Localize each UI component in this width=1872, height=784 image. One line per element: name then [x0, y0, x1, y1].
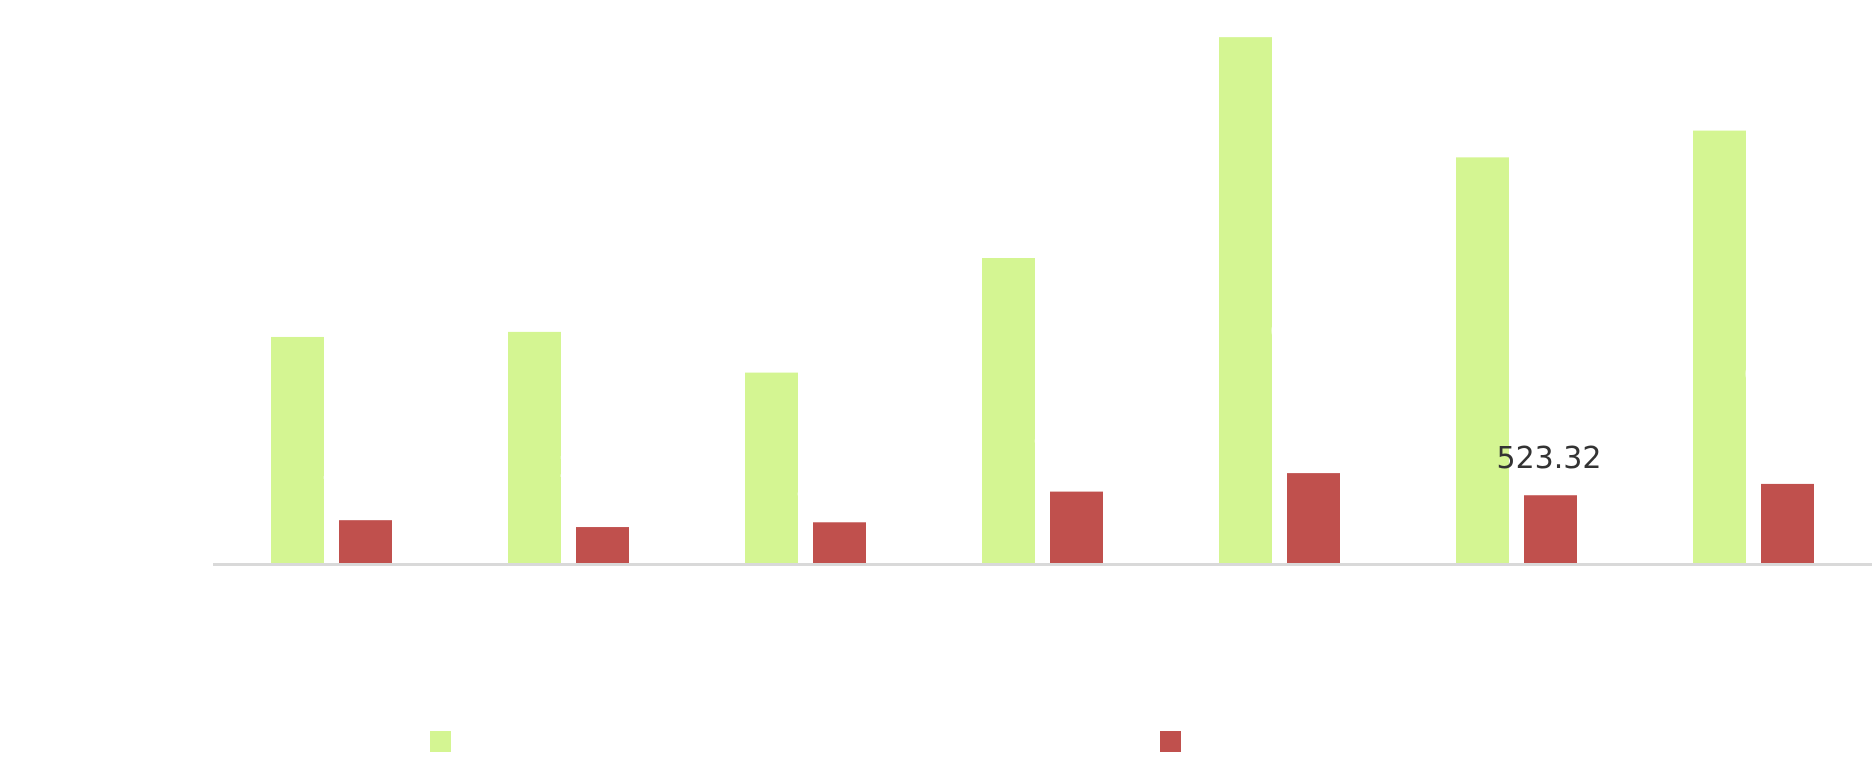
data-label-1: 3 [321, 453, 340, 488]
bar-series-1-4[interactable] [982, 258, 1035, 564]
data-label-5: 6 [1269, 315, 1288, 350]
legend-item-series-2[interactable] [1160, 731, 1191, 752]
bar-series-2-1[interactable] [339, 520, 392, 564]
legend-swatch-series-2 [1160, 731, 1181, 752]
data-label-4: 5 [1032, 416, 1051, 451]
bar-series-2-4[interactable] [1050, 491, 1103, 564]
legend-item-series-1[interactable] [430, 731, 461, 752]
bar-series-2-2[interactable] [576, 527, 629, 564]
data-label-2: 2 [558, 450, 577, 485]
bar-series-1-3[interactable] [745, 372, 798, 564]
bar-series-1-7[interactable] [1693, 130, 1746, 564]
bar-series-1-1[interactable] [271, 336, 324, 564]
bar-series-1-6[interactable] [1456, 157, 1509, 565]
data-label-6: 523.32 [1497, 441, 1602, 476]
data-label-3: 3 [795, 469, 814, 504]
bar-series-1-2[interactable] [508, 331, 561, 564]
bar-series-2-7[interactable] [1761, 483, 1814, 564]
legend-swatch-series-1 [430, 731, 451, 752]
bar-series-2-5[interactable] [1287, 473, 1340, 564]
legend [0, 731, 1872, 755]
bar-series-2-6[interactable] [1524, 495, 1577, 564]
data-label-7: 6 [1743, 358, 1762, 393]
bar-series-2-3[interactable] [813, 522, 866, 564]
bar-series-1-5[interactable] [1219, 37, 1272, 564]
